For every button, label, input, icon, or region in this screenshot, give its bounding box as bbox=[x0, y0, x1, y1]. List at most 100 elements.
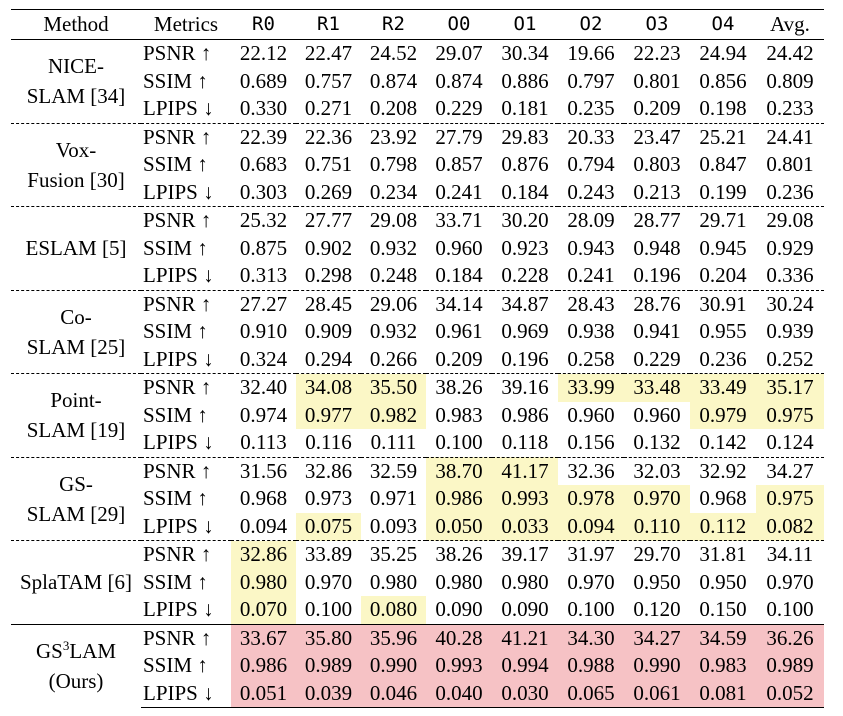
value-cell: 0.065 bbox=[558, 679, 624, 708]
value-cell: 0.990 bbox=[624, 652, 690, 680]
method-name: Co- SLAM [25] bbox=[11, 289, 141, 374]
value-cell: 0.294 bbox=[304, 346, 353, 371]
value-cell: 23.47 bbox=[624, 122, 690, 151]
value-cell: 33.48 bbox=[624, 373, 690, 402]
value-cell: 33.49 bbox=[690, 373, 756, 402]
metric-label: PSNR ↑ bbox=[141, 373, 231, 402]
value-cell: 0.941 bbox=[633, 319, 681, 343]
value-cell: 0.986 bbox=[231, 652, 296, 680]
value-cell: 30.34 bbox=[501, 41, 549, 65]
value-cell: 0.875 bbox=[239, 235, 288, 260]
results-table: Method Metrics R0 R1 R2 O0 O1 O2 O3 O4 A… bbox=[11, 9, 824, 708]
value-cell: 0.252 bbox=[766, 346, 814, 371]
value-cell: 0.989 bbox=[756, 652, 824, 680]
value-cell: 0.970 bbox=[766, 569, 814, 594]
value-cell: 32.86 bbox=[231, 540, 296, 569]
metric-label: PSNR ↑ bbox=[141, 540, 231, 569]
metric-label: SSIM ↑ bbox=[143, 319, 208, 343]
value-cell: 0.955 bbox=[699, 319, 747, 343]
value-cell: 41.17 bbox=[492, 456, 558, 485]
value-cell: 0.229 bbox=[633, 346, 681, 371]
value-cell: 0.939 bbox=[766, 319, 814, 343]
table-row: LPIPS ↓ 0.070 0.100 0.080 0.090 0.090 0.100 0.1… bbox=[11, 596, 824, 624]
value-cell: 0.082 bbox=[756, 512, 824, 541]
value-cell: 32.40 bbox=[231, 373, 296, 402]
value-cell: 0.303 bbox=[239, 179, 288, 204]
value-cell: 0.683 bbox=[239, 152, 288, 176]
value-cell: 0.196 bbox=[501, 346, 549, 371]
table-row: Co- SLAM [25] PSNR ↑ 27.27 28.45 29.06 34.14 34… bbox=[11, 289, 824, 374]
value-cell: 0.142 bbox=[699, 430, 747, 454]
value-cell: 0.847 bbox=[699, 152, 747, 176]
value-cell: 34.30 bbox=[558, 623, 624, 652]
value-cell: 0.233 bbox=[766, 96, 814, 120]
metric-label: LPIPS ↓ bbox=[143, 597, 214, 621]
value-cell: 35.96 bbox=[361, 623, 426, 652]
value-cell: 0.961 bbox=[435, 319, 483, 343]
table-row: LPIPS ↓ 0.094 0.075 0.093 0.050 0.033 0.094 0.1… bbox=[11, 512, 824, 541]
value-cell: 0.794 bbox=[567, 152, 615, 176]
value-cell: 22.39 bbox=[231, 122, 296, 151]
value-cell: 19.66 bbox=[567, 41, 615, 65]
value-cell: 25.32 bbox=[231, 206, 296, 235]
value-cell: 22.36 bbox=[296, 122, 361, 151]
value-cell: 0.258 bbox=[567, 346, 615, 371]
table-row: LPIPS ↓ 0.313 0.298 0.248 0.184 0.228 0.241 0.1… bbox=[11, 262, 824, 290]
value-cell: 0.960 bbox=[435, 235, 483, 260]
value-cell: 0.950 bbox=[633, 569, 681, 594]
value-cell: 0.932 bbox=[369, 319, 418, 343]
value-cell: 0.100 bbox=[304, 597, 353, 621]
value-cell: 0.975 bbox=[756, 485, 824, 513]
value-cell: 0.052 bbox=[756, 679, 824, 708]
value-cell: 0.993 bbox=[426, 652, 492, 680]
table-row: LPIPS ↓ 0.303 0.269 0.234 0.241 0.184 0.243 0.2… bbox=[11, 179, 824, 207]
header-row: Method Metrics R0 R1 R2 O0 O1 O2 O3 O4 A… bbox=[11, 9, 824, 40]
value-cell: 0.313 bbox=[239, 263, 288, 287]
value-cell: 0.070 bbox=[231, 596, 296, 624]
value-cell: 0.236 bbox=[699, 346, 747, 371]
value-cell: 22.12 bbox=[239, 41, 288, 65]
value-cell: 0.801 bbox=[633, 68, 681, 93]
value-cell: 0.797 bbox=[567, 68, 615, 93]
method-name: Vox- Fusion [30] bbox=[11, 122, 141, 207]
value-cell: 0.124 bbox=[766, 430, 814, 454]
value-cell: 33.71 bbox=[426, 206, 492, 235]
value-cell: 0.094 bbox=[239, 513, 288, 538]
value-cell: 0.033 bbox=[492, 512, 558, 541]
value-cell: 0.111 bbox=[370, 430, 417, 454]
value-cell: 0.269 bbox=[304, 179, 353, 204]
value-cell: 27.27 bbox=[231, 289, 296, 318]
value-cell: 0.902 bbox=[304, 235, 353, 260]
value-cell: 0.184 bbox=[501, 179, 549, 204]
value-cell: 0.886 bbox=[501, 68, 549, 93]
value-cell: 0.271 bbox=[304, 96, 353, 120]
method-name: ESLAM [5] bbox=[11, 206, 141, 290]
metric-label: LPIPS ↓ bbox=[143, 263, 214, 287]
value-cell: 32.03 bbox=[624, 456, 690, 485]
value-cell: 0.234 bbox=[369, 179, 418, 204]
value-cell: 38.26 bbox=[426, 373, 492, 402]
header-r1: R1 bbox=[296, 9, 361, 40]
value-cell: 0.983 bbox=[690, 652, 756, 680]
value-cell: 38.70 bbox=[426, 456, 492, 485]
value-cell: 0.061 bbox=[624, 679, 690, 708]
method-name: NICE- SLAM [34] bbox=[26, 54, 126, 109]
value-cell: 34.27 bbox=[756, 456, 824, 485]
value-cell: 0.803 bbox=[633, 152, 681, 176]
value-cell: 0.973 bbox=[304, 486, 353, 510]
table-row: NICE- SLAM [34] PSNR ↑ 22.12 22.47 24.52 29.07… bbox=[11, 40, 824, 108]
value-cell: 0.209 bbox=[435, 346, 483, 371]
value-cell: 29.07 bbox=[435, 41, 483, 65]
value-cell: 0.093 bbox=[369, 513, 418, 538]
value-cell: 35.80 bbox=[296, 623, 361, 652]
value-cell: 0.208 bbox=[369, 96, 418, 120]
value-cell: 24.52 bbox=[369, 41, 418, 65]
table-row: ESLAM [5] PSNR ↑ 25.32 27.77 29.08 33.71 30.20… bbox=[11, 206, 824, 290]
value-cell: 0.689 bbox=[239, 68, 288, 93]
metric-label: SSIM ↑ bbox=[143, 68, 208, 93]
value-cell: 31.81 bbox=[690, 540, 756, 569]
metric-label: LPIPS ↓ bbox=[143, 346, 214, 371]
value-cell: 34.87 bbox=[492, 289, 558, 318]
value-cell: 0.929 bbox=[766, 235, 814, 260]
header-o2: O2 bbox=[558, 9, 624, 40]
